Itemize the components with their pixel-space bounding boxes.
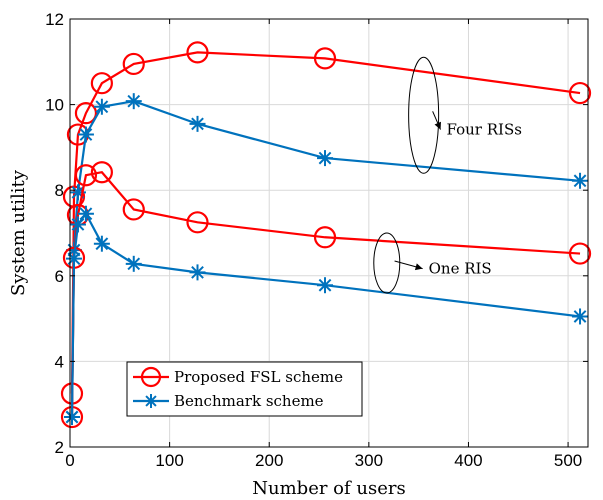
plot-frame <box>69 18 589 448</box>
legend-entry: Benchmark scheme <box>133 392 324 410</box>
legend-label: Proposed FSL scheme <box>174 368 343 386</box>
asterisk-marker <box>317 150 334 167</box>
circle-marker <box>90 161 113 184</box>
series-line <box>70 51 581 394</box>
y-tick-label: 12 <box>45 10 64 29</box>
x-tick-label: 500 <box>554 451 582 470</box>
asterisk-marker <box>189 115 206 132</box>
x-axis-title: Number of users <box>252 478 405 499</box>
x-tick-label: 100 <box>155 451 183 470</box>
annotation-1: One RIS <box>373 232 492 294</box>
asterisk-marker <box>125 255 142 272</box>
y-tick-label: 2 <box>55 438 64 457</box>
y-tick-label: 4 <box>55 352 64 371</box>
circle-marker <box>568 242 592 265</box>
asterisk-marker <box>93 235 110 252</box>
asterisk-marker <box>572 308 589 325</box>
asterisk-marker <box>77 205 94 222</box>
asterisk-marker <box>317 277 334 294</box>
legend: Proposed FSL scheme Benchmark scheme <box>126 361 363 417</box>
circle-marker <box>186 41 209 64</box>
asterisk-marker <box>189 264 206 281</box>
annotation-ellipse <box>373 232 401 294</box>
asterisk-marker <box>144 394 158 408</box>
circle-marker <box>122 198 145 221</box>
asterisk-marker <box>77 126 94 143</box>
annotations: Four RISs One RIS <box>373 56 522 294</box>
asterisk-marker <box>125 93 142 110</box>
y-axis-title: System utility <box>8 169 29 296</box>
x-tick-label: 200 <box>255 451 283 470</box>
y-tick-label: 10 <box>45 96 64 115</box>
legend-entry: Proposed FSL scheme <box>133 366 343 388</box>
ticks: 0 100 200 300 400 500 2 4 6 8 10 12 <box>45 10 588 470</box>
asterisk-marker <box>69 216 86 233</box>
circle-marker <box>74 164 98 187</box>
annotation-label: One RIS <box>429 260 492 278</box>
annotation-0: Four RISs <box>408 56 522 174</box>
annotation-label: Four RISs <box>447 121 522 139</box>
y-tick-label: 8 <box>55 181 64 200</box>
asterisk-marker <box>93 98 110 115</box>
circle-marker <box>186 211 209 234</box>
arrow-head <box>414 263 423 271</box>
annotation-ellipse <box>408 56 440 174</box>
asterisk-marker <box>65 250 82 267</box>
series-0 <box>60 41 592 405</box>
circle-marker <box>74 102 98 125</box>
x-tick-label: 400 <box>454 451 482 470</box>
legend-label: Benchmark scheme <box>174 392 324 410</box>
circle-marker <box>140 366 162 388</box>
series-layer <box>60 41 592 429</box>
circle-marker <box>313 226 337 249</box>
series-3 <box>63 205 589 426</box>
circle-marker <box>313 47 337 70</box>
circle-marker <box>122 52 145 76</box>
asterisk-marker <box>572 172 589 189</box>
circle-marker <box>90 72 113 95</box>
legend-box <box>126 361 363 417</box>
y-tick-label: 6 <box>55 267 64 286</box>
arrow-head <box>434 121 441 130</box>
circle-marker <box>568 81 592 105</box>
x-tick-label: 0 <box>65 451 74 470</box>
asterisk-marker <box>63 409 80 426</box>
x-tick-label: 300 <box>355 451 383 470</box>
